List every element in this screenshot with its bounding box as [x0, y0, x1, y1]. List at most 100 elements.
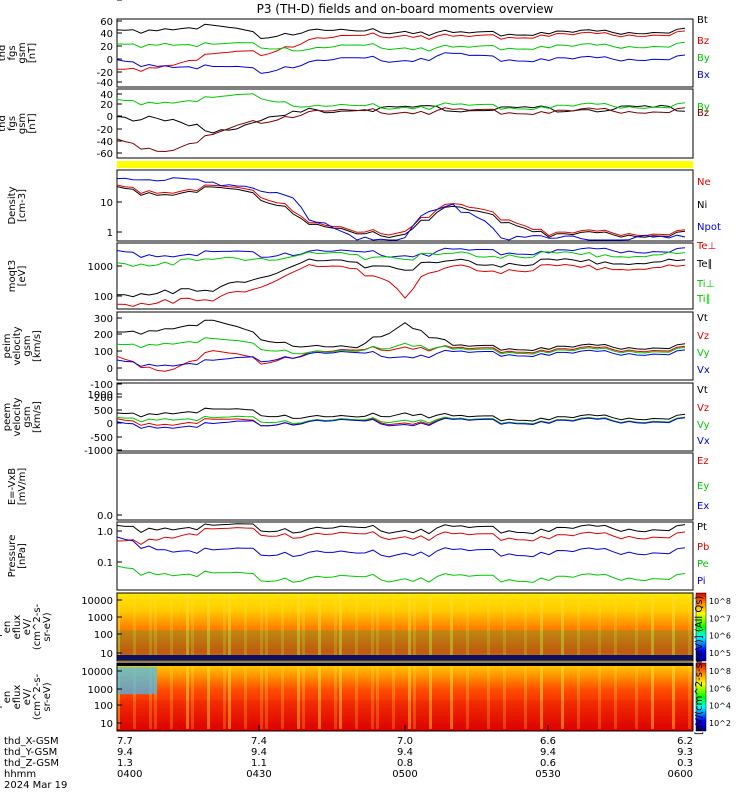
spectrogram-streak	[223, 595, 226, 659]
spectrogram-streak	[524, 595, 527, 659]
x-tick-gsmz: 0.6	[540, 758, 556, 769]
spectrogram-streak	[154, 595, 157, 659]
spectrogram-streak	[429, 665, 432, 729]
y-tick-label: 0	[107, 419, 113, 430]
spectrogram-streak	[117, 665, 120, 729]
spectrogram-streak	[260, 665, 263, 729]
spectrogram-streak	[540, 665, 543, 729]
y-tick-label: 40	[100, 29, 113, 40]
legend-label: Vz	[697, 403, 709, 414]
y-tick-label: 10000	[81, 667, 113, 678]
y-tick-label: 0	[107, 364, 113, 375]
series-pi-line	[116, 536, 686, 558]
spectrogram-streak	[260, 595, 263, 659]
spectrogram-streak	[651, 595, 654, 659]
spectrogram-streak	[614, 665, 617, 729]
spectrogram-streak	[540, 595, 543, 659]
flag-strip	[117, 161, 693, 168]
y-axis-label: thdpeimvelocitygsm[km/s]	[0, 326, 43, 365]
y-tick-label: 1000	[88, 390, 113, 401]
y-tick-label: -500	[90, 433, 113, 444]
series-vx-line	[116, 349, 686, 367]
x-row-label: hhmm	[4, 769, 36, 780]
y-tick-label: 0.1	[97, 558, 113, 569]
colorbar	[695, 592, 707, 662]
spectrogram-streak	[265, 595, 268, 659]
y-tick-label: -80	[97, 0, 113, 3]
spectrogram-gap	[117, 663, 693, 666]
y-tick-label: 1000	[88, 262, 113, 273]
legend-label: Vy	[697, 420, 710, 431]
spectrogram-streak	[561, 665, 564, 729]
spectrogram-streak	[450, 665, 453, 729]
panel-frame	[116, 18, 694, 88]
legend-label: By	[697, 102, 710, 113]
spectrogram-streak	[503, 665, 506, 729]
panel-frame	[116, 169, 694, 242]
legend-label: Vt	[697, 313, 708, 324]
panel-5: 3002001000-100-200thdpeimvelocitygsm[km/…	[0, 311, 710, 404]
y-axis-label: thdpeirenefluxeV/(cm^2-s-sr-eV)	[0, 603, 53, 650]
legend-label: Ex	[697, 501, 709, 512]
y-tick-label: 20	[100, 100, 113, 111]
legend-label: Pt	[697, 522, 707, 533]
colorbar-tick-label: 10^7	[709, 614, 731, 623]
series-bt-line	[116, 23, 686, 40]
y-tick-label: 20	[100, 42, 113, 53]
series-vx-line	[116, 417, 686, 429]
legend-label: Vy	[697, 348, 710, 359]
series-black-line	[116, 104, 686, 134]
y-axis-label: moqt3[eV]	[7, 260, 28, 293]
y-axis-label: thdfgsgsm[nT]	[0, 42, 38, 63]
legend-label: Bx	[697, 70, 710, 81]
legend-label: Bt	[697, 15, 708, 26]
y-tick-label: -40	[97, 137, 113, 148]
series-vz-line	[116, 345, 686, 372]
x-tick-gsmx: 7.0	[397, 736, 413, 747]
y-tick-label: -100	[90, 380, 113, 391]
spectrogram-fill	[117, 663, 693, 731]
y-tick-label: 10	[100, 198, 113, 209]
spectrogram-streak	[376, 595, 379, 659]
legend-label: Vx	[697, 365, 710, 376]
series-ti-line	[116, 247, 686, 258]
x-tick-time: 0500	[392, 769, 417, 780]
spectrogram-streak	[577, 595, 580, 659]
colorbar-tick-label: 10^2	[709, 719, 731, 728]
spectrogram-streak	[191, 665, 194, 729]
series-pe-line	[116, 565, 686, 583]
spectrogram-streak	[149, 665, 152, 729]
spectrogram-streak	[672, 665, 675, 729]
y-tick-label: 100	[94, 630, 113, 641]
series-vy-line	[116, 415, 686, 425]
spectrogram-streak	[598, 665, 601, 729]
panel-frame	[116, 88, 694, 159]
spectrogram-streak	[318, 665, 321, 729]
spectrogram-streak	[355, 665, 358, 729]
spectrogram-streak	[149, 595, 152, 659]
spectrogram-streak	[334, 665, 337, 729]
y-tick-label: -60	[97, 149, 113, 160]
y-tick-label: 100	[94, 701, 113, 712]
series-ni-line	[116, 186, 686, 239]
y-tick-label: 100	[94, 347, 113, 358]
x-row-label: 2024 Mar 19	[4, 780, 67, 791]
colorbar-tick-label: 10^8	[709, 597, 731, 606]
legend-label: Pe	[697, 559, 709, 570]
spectrogram-streak	[355, 595, 358, 659]
spectrogram-streak	[392, 595, 395, 659]
legend-label: Ni	[697, 200, 707, 211]
colorbar-tick-label: 10^4	[709, 702, 731, 711]
spectrogram-streak	[651, 665, 654, 729]
panel-frame	[116, 452, 694, 521]
spectrogram-streak	[297, 665, 300, 729]
legend-label: Ez	[697, 456, 709, 467]
panel-4: 1000 100 moqt3[eV] Te⊥ Te∥ Ti⊥ Ti∥	[7, 241, 716, 310]
y-axis-label: thdpeerenefluxeV/(cm^2-s-sr-eV)	[0, 673, 53, 720]
x-tick-time: 0430	[246, 769, 271, 780]
spectrogram-streak	[413, 665, 416, 729]
colorbar-tick-label: 10^5	[709, 649, 731, 658]
panel-7: 0.0 E=-VxB[mV/m] Ez Ey Ex	[7, 452, 709, 522]
x-tick-time: 0600	[668, 769, 693, 780]
spectrogram-streak	[688, 665, 691, 729]
